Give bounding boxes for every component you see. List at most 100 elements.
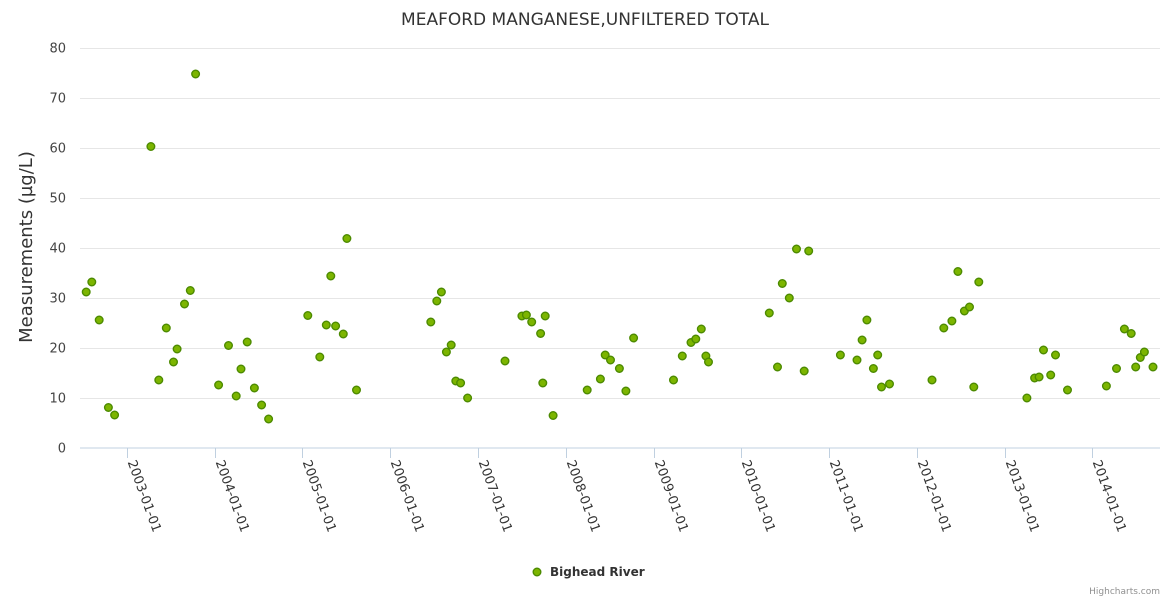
data-point[interactable] [303,311,313,321]
data-point[interactable] [857,335,867,345]
data-point[interactable] [242,337,252,347]
legend[interactable]: Bighead River [532,565,645,579]
data-point[interactable] [1038,345,1048,355]
data-point[interactable] [527,317,537,327]
data-point[interactable] [704,357,714,367]
data-point[interactable] [185,286,195,296]
data-point[interactable] [521,310,531,320]
data-point[interactable] [81,287,91,297]
data-point[interactable] [191,69,201,79]
data-point[interactable] [223,341,233,351]
data-point[interactable] [426,317,436,327]
data-point[interactable] [582,385,592,395]
data-point[interactable] [432,296,442,306]
data-point[interactable] [773,362,783,372]
data-point[interactable] [614,364,624,374]
data-point[interactable] [1046,370,1056,380]
data-point[interactable] [321,320,331,330]
data-point[interactable] [1148,362,1158,372]
data-point[interactable] [873,350,883,360]
data-point[interactable] [87,277,97,287]
data-point[interactable] [868,364,878,374]
data-point[interactable] [885,379,895,389]
credits-link[interactable]: Highcharts.com [1089,587,1160,597]
data-point[interactable] [548,411,558,421]
data-point[interactable] [696,324,706,334]
data-point[interactable] [103,403,113,413]
data-point[interactable] [939,323,949,333]
data-point[interactable] [953,267,963,277]
data-point[interactable] [1022,393,1032,403]
data-point[interactable] [691,334,701,344]
data-point[interactable] [500,356,510,366]
data-point[interactable] [877,382,887,392]
y-tick-label: 40 [49,242,66,257]
data-point[interactable] [595,374,605,384]
data-point[interactable] [436,287,446,297]
data-point[interactable] [540,311,550,321]
data-point[interactable] [965,302,975,312]
data-point[interactable] [315,352,325,362]
data-point[interactable] [179,299,189,309]
data-point[interactable] [446,340,456,350]
data-point[interactable] [799,366,809,376]
data-point[interactable] [792,244,802,254]
data-point[interactable] [600,350,610,360]
data-point[interactable] [677,351,687,361]
data-point[interactable] [168,357,178,367]
y-tick-label: 80 [49,42,66,57]
data-point[interactable] [231,391,241,401]
data-point[interactable] [947,316,957,326]
data-point[interactable] [1119,324,1129,334]
data-point[interactable] [621,386,631,396]
data-point[interactable] [538,378,548,388]
data-point[interactable] [927,375,937,385]
data-point[interactable] [835,350,845,360]
data-point[interactable] [969,382,979,392]
y-tick-label: 0 [58,442,66,457]
data-point[interactable] [326,271,336,281]
data-point[interactable] [146,141,156,151]
data-point[interactable] [1139,347,1149,357]
data-point[interactable] [1131,362,1141,372]
data-point[interactable] [764,308,774,318]
data-point[interactable] [463,393,473,403]
data-point[interactable] [236,364,246,374]
data-point[interactable] [536,329,546,339]
data-point[interactable] [804,246,814,256]
data-point[interactable] [606,355,616,365]
data-point[interactable] [214,380,224,390]
y-tick-label: 10 [49,392,66,407]
data-point[interactable] [1034,372,1044,382]
data-point[interactable] [172,344,182,354]
data-point[interactable] [161,323,171,333]
data-point[interactable] [1050,350,1060,360]
data-point[interactable] [441,347,451,357]
legend-item-bighead-river[interactable]: Bighead River [550,565,645,579]
data-point[interactable] [784,293,794,303]
data-point[interactable] [264,414,274,424]
data-point[interactable] [1062,385,1072,395]
data-point[interactable] [338,329,348,339]
series-bighead-river[interactable] [81,69,1158,424]
data-point[interactable] [1111,364,1121,374]
data-point[interactable] [342,233,352,243]
data-point[interactable] [249,383,259,393]
data-point[interactable] [331,321,341,331]
data-point[interactable] [352,385,362,395]
data-point[interactable] [110,410,120,420]
data-point[interactable] [1101,381,1111,391]
data-point[interactable] [852,355,862,365]
data-point[interactable] [154,375,164,385]
data-point[interactable] [456,378,466,388]
data-point[interactable] [669,375,679,385]
data-point[interactable] [1126,329,1136,339]
data-point[interactable] [257,400,267,410]
data-point[interactable] [94,315,104,325]
y-axis-label: Measurements (µg/L) [16,151,37,343]
data-point[interactable] [629,333,639,343]
data-point[interactable] [862,315,872,325]
y-tick-label: 30 [49,292,66,307]
data-point[interactable] [974,277,984,287]
data-point[interactable] [777,279,787,289]
